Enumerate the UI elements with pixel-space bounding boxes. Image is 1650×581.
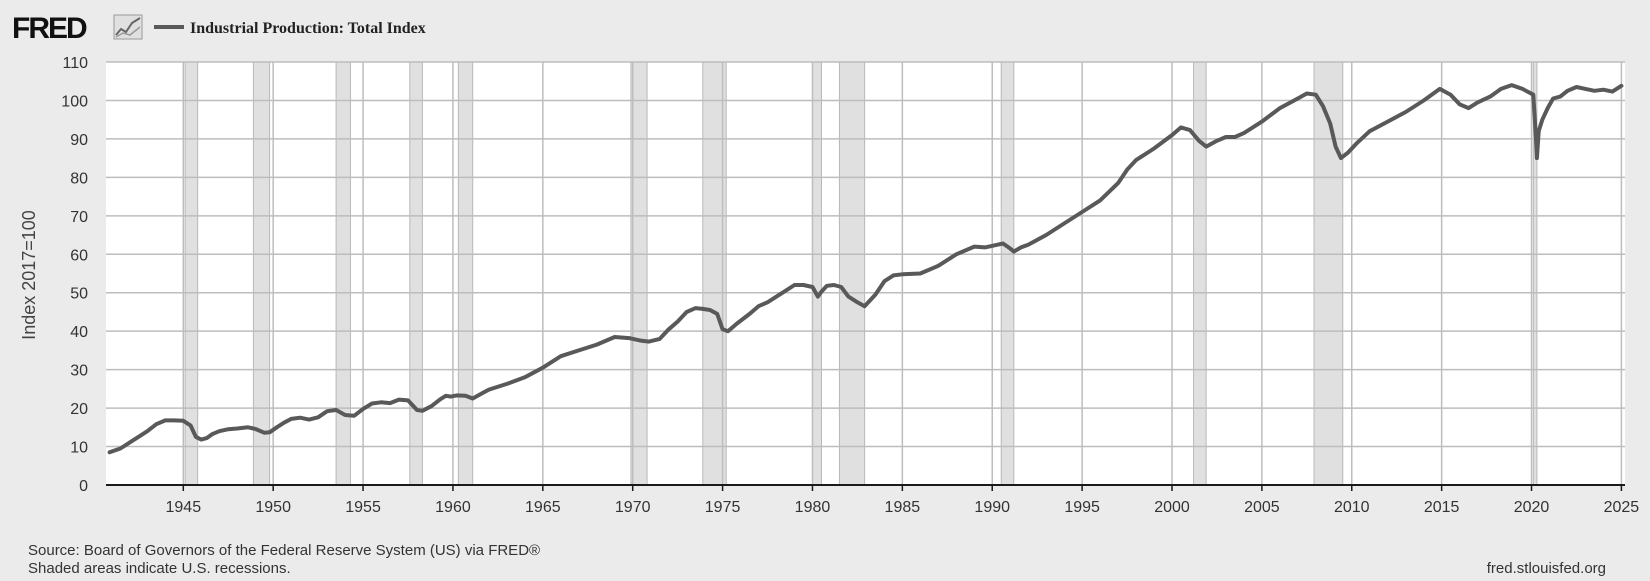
legend-label: Industrial Production: Total Index <box>190 20 426 37</box>
y-axis-ticks: 0 10 20 30 40 50 60 70 80 90 100 110 <box>61 55 88 495</box>
x-tick-label: 1960 <box>435 499 471 516</box>
x-tick-label: 1975 <box>705 499 741 516</box>
x-tick-label: 2025 <box>1604 499 1640 516</box>
y-tick-label: 70 <box>70 209 88 226</box>
x-tick-label: 1945 <box>166 499 202 516</box>
source-note: Source: Board of Governors of the Federa… <box>28 542 540 559</box>
y-tick-label: 90 <box>70 132 88 149</box>
series-line-industrial-production <box>107 83 1624 455</box>
x-tick-label: 2005 <box>1244 499 1280 516</box>
y-tick-label: 50 <box>70 286 88 303</box>
recession-band <box>409 61 423 486</box>
legend: Industrial Production: Total Index <box>154 20 426 37</box>
y-axis-label: Index 2017=100 <box>19 210 39 340</box>
x-axis-ticks: 1945 1950 1955 1960 1965 1970 1975 1980 1985 1990… <box>166 485 1640 516</box>
y-tick-label: 30 <box>70 363 88 380</box>
y-tick-label: 100 <box>61 93 88 110</box>
x-tick-label: 1980 <box>795 499 831 516</box>
recession-band <box>838 61 866 486</box>
x-tick-label: 2010 <box>1334 499 1370 516</box>
fred-site-link[interactable]: fred.stlouisfed.org <box>1487 560 1606 577</box>
recession-band <box>252 61 271 486</box>
x-tick-label: 1955 <box>345 499 381 516</box>
x-tick-label: 1965 <box>525 499 561 516</box>
y-tick-label: 80 <box>70 170 88 187</box>
y-tick-label: 10 <box>70 440 88 457</box>
recession-band <box>811 61 822 486</box>
recession-band <box>457 61 474 486</box>
fred-logo[interactable]: FRED <box>12 12 143 45</box>
y-tick-label: 20 <box>70 401 88 418</box>
recession-band <box>1193 61 1207 486</box>
recession-band <box>1000 61 1015 486</box>
fred-logo-graph-icon <box>113 14 143 40</box>
fred-logo-text: FRED <box>12 12 87 45</box>
x-tick-label: 2020 <box>1514 499 1550 516</box>
x-tick-label: 2000 <box>1154 499 1190 516</box>
recession-note: Shaded areas indicate U.S. recessions. <box>28 560 291 577</box>
gridlines <box>106 61 1625 485</box>
y-tick-label: 40 <box>70 324 88 341</box>
x-tick-label: 1990 <box>974 499 1010 516</box>
y-tick-label: 60 <box>70 247 88 264</box>
x-tick-label: 1985 <box>885 499 921 516</box>
x-tick-label: 2015 <box>1424 499 1460 516</box>
plot-area <box>106 62 1625 485</box>
x-tick-label: 1950 <box>255 499 291 516</box>
recession-band <box>335 61 351 486</box>
x-tick-label: 1970 <box>615 499 651 516</box>
y-tick-label: 110 <box>62 55 88 72</box>
recession-band <box>1313 61 1344 486</box>
x-tick-label: 1995 <box>1064 499 1100 516</box>
y-tick-label: 0 <box>79 478 88 495</box>
